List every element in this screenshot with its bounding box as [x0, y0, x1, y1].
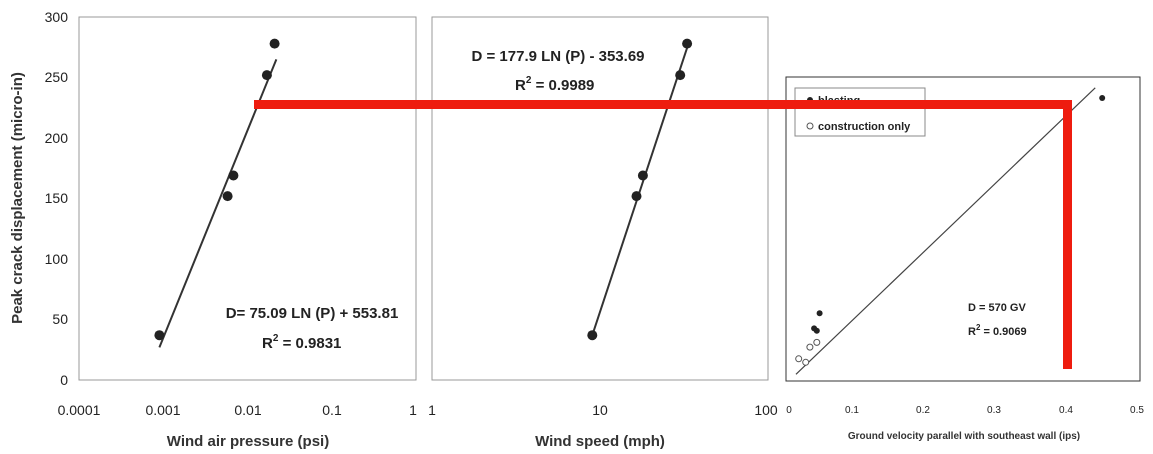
y-tick-label: 300: [45, 9, 69, 25]
fit-equation: D = 177.9 LN (P) - 353.69: [472, 48, 645, 65]
panel-wind-speed: 1 10 100 Wind speed (mph) D = 177.9 LN (…: [428, 16, 778, 450]
data-points: [795, 95, 1106, 366]
data-point-blasting: [1099, 95, 1106, 101]
x-axis-title: Wind speed (mph): [535, 433, 665, 450]
plot-frame: [78, 16, 417, 381]
x-axis-title: Wind air pressure (psi): [167, 433, 329, 450]
r-squared-label: R: [968, 326, 976, 338]
x-tick-label: 0.1: [322, 402, 342, 418]
data-point-construction: [802, 358, 810, 366]
data-point-construction: [795, 355, 803, 363]
panel-ground-velocity: 0 0.1 0.2 0.3 0.4 0.5 Ground velocity pa…: [785, 76, 1144, 442]
data-point: [261, 70, 272, 81]
y-tick-label: 50: [52, 311, 68, 327]
x-tick-label: 0: [786, 405, 792, 416]
x-tick-label: 0.001: [145, 402, 180, 418]
r-squared: R2 = 0.9831: [262, 333, 341, 352]
red-overlay-connector: [254, 100, 1072, 369]
x-tick-label: 0.0001: [58, 402, 101, 418]
data-points: [154, 38, 280, 341]
y-tick-label: 0: [60, 372, 68, 388]
x-tick-label: 0.3: [987, 405, 1001, 416]
x-tick-labels: 1 10 100: [428, 402, 778, 418]
r-squared-value: = 0.9831: [278, 335, 341, 352]
r-squared-superscript: 2: [526, 75, 532, 86]
x-tick-label: 0.01: [234, 402, 261, 418]
data-point-construction: [806, 343, 814, 351]
r-squared: R2 = 0.9069: [968, 323, 1027, 338]
panel-wind-pressure: 0 50 100 150 200 250 300 0.0001 0.001 0.…: [45, 9, 417, 450]
legend-label-construction: construction only: [818, 121, 911, 133]
data-point-blasting: [816, 310, 823, 317]
legend-marker-construction: [806, 122, 814, 130]
data-point: [222, 191, 233, 202]
r-squared-label: R: [262, 335, 273, 352]
x-tick-label: 0.5: [1130, 405, 1144, 416]
r-squared-value: = 0.9069: [980, 326, 1026, 338]
data-point: [269, 38, 280, 49]
r-squared-label: R: [515, 77, 526, 94]
data-point-construction: [813, 338, 821, 346]
data-points: [587, 38, 693, 341]
x-tick-label: 0.4: [1059, 405, 1073, 416]
y-tick-label: 100: [45, 251, 69, 267]
r-squared: R2 = 0.9989: [515, 75, 594, 94]
data-point-blasting: [813, 327, 820, 334]
y-tick-label: 250: [45, 69, 69, 85]
r-squared-superscript: 2: [273, 333, 279, 344]
data-point: [587, 330, 598, 341]
r-squared-value: = 0.9989: [531, 77, 594, 94]
y-axis-title: Peak crack displacement (micro-in): [9, 72, 26, 324]
x-tick-labels: 0 0.1 0.2 0.3 0.4 0.5: [786, 405, 1144, 416]
x-tick-label: 1: [428, 402, 436, 418]
data-point: [631, 191, 642, 202]
fit-line: [591, 40, 691, 336]
legend-box: [794, 87, 926, 137]
red-vertical-bar: [1063, 100, 1072, 369]
y-tick-labels: 0 50 100 150 200 250 300: [45, 9, 69, 388]
x-tick-label: 0.1: [845, 405, 859, 416]
x-tick-label: 0.2: [916, 405, 930, 416]
r-squared-superscript: 2: [976, 323, 981, 332]
fit-equation: D= 75.09 LN (P) + 553.81: [226, 305, 399, 322]
fit-line: [795, 87, 1096, 375]
data-point: [682, 38, 693, 49]
x-tick-label: 1: [409, 402, 417, 418]
plot-frame: [431, 16, 769, 381]
x-tick-label: 100: [754, 402, 778, 418]
data-point: [675, 70, 686, 81]
y-tick-label: 200: [45, 130, 69, 146]
data-point: [228, 170, 239, 181]
x-tick-labels: 0.0001 0.001 0.01 0.1 1: [58, 402, 418, 418]
red-horizontal-bar: [254, 100, 1072, 109]
legend: blasting construction only: [794, 87, 926, 137]
data-point: [637, 170, 648, 181]
y-tick-label: 150: [45, 190, 69, 206]
x-tick-label: 10: [592, 402, 608, 418]
fit-equation: D = 570 GV: [968, 302, 1026, 314]
data-point: [154, 330, 165, 341]
x-axis-title: Ground velocity parallel with southeast …: [848, 431, 1080, 442]
